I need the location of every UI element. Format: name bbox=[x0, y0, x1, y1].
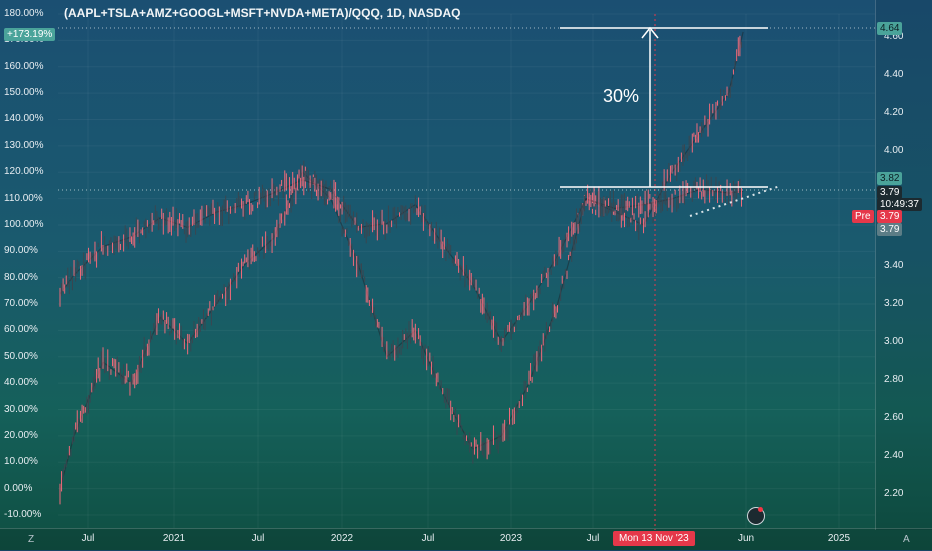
left-axis-tick: -10.00% bbox=[4, 509, 42, 520]
x-axis-tick: Jul bbox=[421, 533, 435, 544]
zoom-corner-left[interactable]: Z bbox=[28, 534, 35, 545]
pre-label-badge: Pre bbox=[852, 210, 874, 223]
x-axis-tick: 2021 bbox=[162, 533, 186, 544]
left-axis-tick: 80.00% bbox=[4, 271, 38, 283]
left-axis-tick: 160.00% bbox=[4, 60, 44, 72]
left-axis-tick: 100.00% bbox=[4, 218, 44, 230]
right-axis-tick: 4.40 bbox=[884, 69, 904, 81]
right-price-badge: 3.79 bbox=[877, 186, 903, 199]
x-axis-tick: 2022 bbox=[330, 533, 354, 544]
left-axis-tick: 30.00% bbox=[4, 403, 38, 415]
crosshair-date-badge: Mon 13 Nov '23 bbox=[613, 531, 695, 546]
x-axis-tick: Jul bbox=[81, 533, 95, 544]
left-axis-tick: 110.00% bbox=[4, 192, 43, 204]
move-percent-label: 30% bbox=[603, 86, 640, 106]
right-axis-tick: 3.40 bbox=[884, 259, 904, 271]
pre-value-badge: 3.79 bbox=[877, 210, 903, 223]
x-axis-tick: 2023 bbox=[499, 533, 523, 544]
chart-title: (AAPL+TSLA+AMZ+GOOGL+MSFT+NVDA+META)/QQQ… bbox=[64, 6, 461, 20]
right-top-badge: 4.64 bbox=[877, 22, 903, 35]
right-timer-badge: 10:49:37 bbox=[877, 198, 922, 211]
x-axis-tick: Jul bbox=[586, 533, 600, 544]
left-axis-tick: 50.00% bbox=[4, 350, 38, 362]
left-axis-tick: 10.00% bbox=[4, 456, 38, 468]
left-value-badge: +173.19% bbox=[4, 28, 56, 41]
right-axis-tick: 3.00 bbox=[884, 335, 904, 347]
left-axis-tick: 130.00% bbox=[4, 139, 44, 151]
right-axis-tick: 2.60 bbox=[884, 411, 904, 423]
left-axis-tick: 90.00% bbox=[4, 245, 38, 257]
x-axis-tick: Jul bbox=[251, 533, 265, 544]
right-axis-tick: 2.20 bbox=[884, 488, 904, 499]
measure-arrow-head bbox=[641, 26, 659, 39]
trendline-dotted bbox=[689, 185, 781, 217]
left-axis-tick: 40.00% bbox=[4, 377, 38, 389]
left-axis-tick: 140.00% bbox=[4, 113, 44, 125]
left-axis-tick: 180.00% bbox=[4, 8, 44, 19]
x-axis-tick: 2025 bbox=[827, 533, 851, 544]
right-axis-tick: 4.60 bbox=[884, 31, 904, 42]
left-axis-tick: 0.00% bbox=[4, 482, 33, 494]
right-level-badge: 3.82 bbox=[877, 172, 903, 185]
right-price-scale[interactable] bbox=[875, 0, 932, 530]
left-axis-tick: 70.00% bbox=[4, 298, 38, 310]
alert-dot-icon bbox=[758, 507, 763, 512]
left-axis-tick: 60.00% bbox=[4, 324, 38, 336]
left-axis-tick: 150.00% bbox=[4, 87, 44, 99]
auto-scale-corner-right[interactable]: A bbox=[903, 534, 910, 545]
series-line bbox=[59, 31, 744, 489]
last-value-badge: 3.79 bbox=[877, 223, 903, 236]
left-axis-tick: 20.00% bbox=[4, 429, 38, 441]
right-axis-tick: 4.00 bbox=[884, 145, 904, 157]
right-axis-tick: 4.20 bbox=[884, 107, 904, 119]
left-axis-tick: 120.00% bbox=[4, 166, 44, 178]
right-axis-tick: 2.80 bbox=[884, 373, 904, 385]
right-axis-tick: 3.20 bbox=[884, 297, 904, 309]
time-scale[interactable] bbox=[0, 528, 932, 551]
right-axis-tick: 2.40 bbox=[884, 449, 904, 461]
x-axis-tick: Jun bbox=[737, 533, 755, 544]
